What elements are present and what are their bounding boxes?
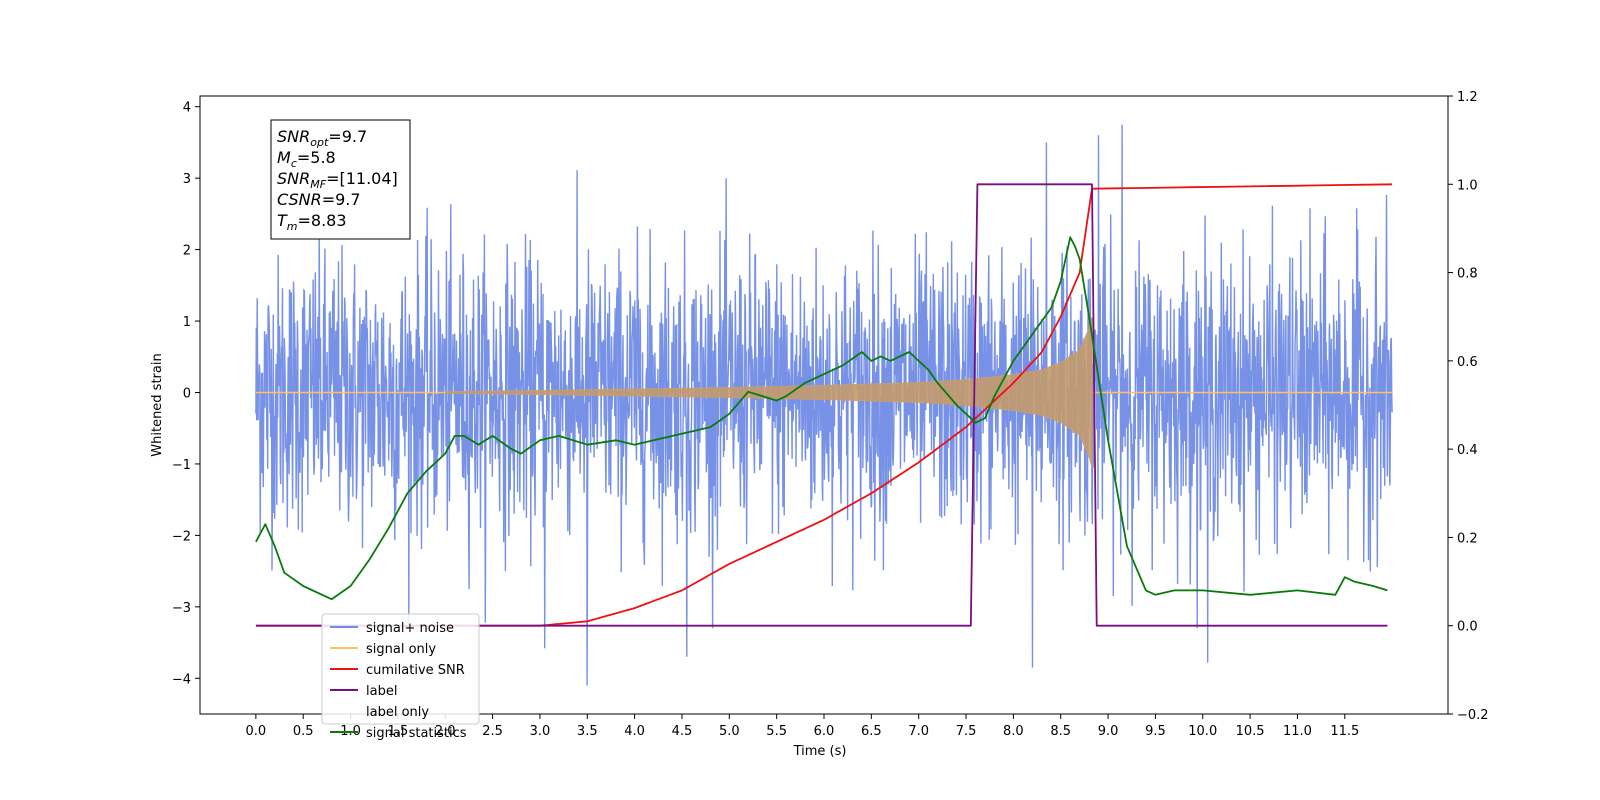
x-tick-label: 7.0	[908, 724, 929, 739]
x-tick-label: 5.0	[719, 724, 740, 739]
right-y-axis: −0.2 0.0 0.2 0.4 0.6 0.8 1.0 1.2	[1448, 90, 1489, 723]
annotation-value: =9.7	[328, 127, 367, 146]
x-tick-label: 1.5	[388, 724, 409, 739]
y-axis-label: Whitened strain	[150, 353, 165, 456]
y-tick-label: 4	[183, 101, 191, 116]
x-tick-label: 9.0	[1098, 724, 1119, 739]
legend-label: label only	[366, 705, 429, 720]
legend-item: signal statistics	[330, 726, 467, 741]
x-tick-label: 3.0	[530, 724, 551, 739]
x-tick-label: 6.5	[861, 724, 882, 739]
annotation-subscript: c	[291, 157, 297, 170]
series-signal-statistics	[255, 236, 1388, 601]
x-tick-label: 0.5	[293, 724, 314, 739]
y-tick-label: −4	[172, 672, 191, 687]
x-tick-label: 11.0	[1283, 724, 1312, 739]
y-tick-label: 3	[183, 172, 191, 187]
x-tick-label: 2.5	[482, 724, 503, 739]
x-tick-label: 10.0	[1188, 724, 1217, 739]
annotation-symbol: CSNR	[277, 190, 322, 209]
signal-only-layer	[255, 317, 1393, 468]
signal-plus-noise-layer	[255, 124, 1393, 686]
line-series-layer	[255, 183, 1393, 627]
x-axis: 0.0 0.5 1.0 1.5 2.0 2.5 3.0 3.5 4.0 4.5 5.0 5.5 6.0 6…	[246, 714, 1359, 739]
legend: signal+ noise signal only cumilative SNR la…	[321, 613, 480, 741]
y-tick-label: −3	[172, 601, 191, 616]
left-y-axis: −4 −3 −2 −1 0 1 2 3 4	[172, 101, 200, 687]
annotation-line: Tm=8.83	[277, 211, 347, 233]
y-tick-label: −1	[172, 458, 191, 473]
x-axis-label: Time (s)	[793, 744, 847, 759]
annotation-value: =5.8	[297, 148, 336, 167]
annotation-value: =[11.04]	[326, 169, 398, 188]
y2-tick-label: −0.2	[1457, 708, 1489, 723]
legend-label: signal only	[366, 642, 436, 657]
x-tick-label: 5.5	[766, 724, 787, 739]
series-cumulative-snr	[255, 183, 1393, 627]
y2-tick-label: 0.2	[1457, 531, 1478, 546]
y2-tick-label: 0.4	[1457, 443, 1478, 458]
legend-item: label only	[330, 705, 429, 720]
annotation-line: SNRMF=[11.04]	[277, 169, 398, 191]
legend-label: cumilative SNR	[366, 663, 465, 678]
x-tick-label: 3.5	[577, 724, 598, 739]
annotation-line: CSNR=9.7	[277, 190, 361, 209]
legend-label: label	[366, 684, 397, 699]
parameter-annotation-box: SNRopt=9.7Mc=5.8SNRMF=[11.04]CSNR=9.7Tm=…	[270, 119, 411, 240]
annotation-symbol: M	[277, 148, 291, 167]
y-tick-label: 0	[183, 386, 191, 401]
annotation-symbol: SNR	[277, 169, 310, 188]
x-tick-label: 7.5	[956, 724, 977, 739]
annotation-frame	[270, 119, 411, 240]
y2-tick-label: 0.0	[1457, 620, 1478, 635]
legend-item: signal+ noise	[330, 621, 454, 636]
series-label	[255, 183, 1388, 627]
x-tick-label: 11.5	[1330, 724, 1359, 739]
annotation-line: Mc=5.8	[277, 148, 336, 170]
legend-label: signal+ noise	[366, 621, 454, 636]
x-tick-label: 9.5	[1145, 724, 1166, 739]
x-tick-label: 6.0	[814, 724, 835, 739]
annotation-value: =8.83	[298, 211, 347, 230]
annotation-symbol: SNR	[277, 127, 310, 146]
annotation-subscript: m	[287, 220, 298, 233]
y2-tick-label: 0.6	[1457, 355, 1478, 370]
annotation-subscript: opt	[310, 136, 329, 149]
y-tick-label: 2	[183, 244, 191, 259]
x-tick-label: 4.5	[672, 724, 693, 739]
x-tick-label: 2.0	[435, 724, 456, 739]
annotation-value: =9.7	[322, 190, 361, 209]
legend-frame	[321, 613, 480, 725]
y2-tick-label: 0.8	[1457, 267, 1478, 282]
y2-tick-label: 1.2	[1457, 90, 1478, 105]
legend-item: label	[330, 684, 397, 699]
y2-tick-label: 1.0	[1457, 178, 1478, 193]
x-tick-label: 8.0	[1003, 724, 1024, 739]
x-tick-label: 10.5	[1236, 724, 1265, 739]
legend-label: signal statistics	[366, 726, 467, 741]
annotation-symbol: T	[277, 211, 288, 230]
plot-area	[255, 124, 1393, 686]
y-tick-label: −2	[172, 529, 191, 544]
series-signal-plus-noise	[255, 124, 1393, 686]
x-tick-label: 4.0	[624, 724, 645, 739]
y-tick-label: 1	[183, 315, 191, 330]
legend-item: signal only	[330, 642, 436, 657]
annotation-subscript: MF	[310, 178, 326, 191]
annotation-line: SNRopt=9.7	[277, 127, 367, 149]
x-tick-label: 0.0	[246, 724, 267, 739]
legend-item: cumilative SNR	[330, 663, 465, 678]
x-tick-label: 8.5	[1050, 724, 1071, 739]
